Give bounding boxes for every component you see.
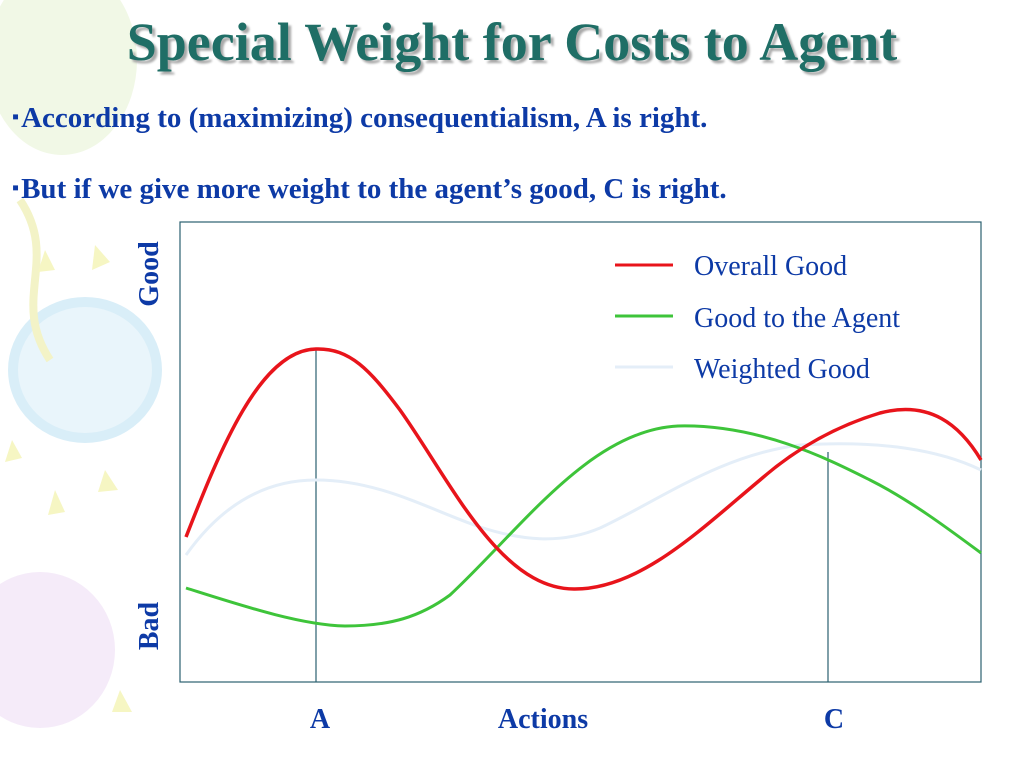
streamer-icon <box>16 197 54 363</box>
legend-label-weighted-good: Weighted Good <box>694 354 870 385</box>
good-to-agent-curve <box>185 424 982 628</box>
balloon-blue-icon <box>8 297 162 443</box>
y-top-label: Good <box>134 241 165 307</box>
bullet-1-text: According to (maximizing) consequentiali… <box>21 102 708 134</box>
balloon-green-icon <box>0 0 137 155</box>
bullet-1: ▪According to (maximizing) consequential… <box>12 100 707 139</box>
plot-frame <box>179 221 982 683</box>
marker-c-label: C <box>824 704 844 735</box>
legend-label-good-to-agent: Good to the Agent <box>694 303 900 334</box>
balloon-purple-icon <box>0 572 115 728</box>
square-bullet-icon: ▪ <box>12 177 20 199</box>
confetti-icon <box>112 690 132 712</box>
overall-good-curve <box>184 347 983 591</box>
confetti-icon <box>92 245 110 270</box>
x-axis-label: Actions <box>498 704 588 735</box>
slide-title: Special Weight for Costs to Agent <box>126 12 898 72</box>
confetti-icon <box>5 440 22 462</box>
y-bottom-label: Bad <box>134 601 165 650</box>
legend-label-overall-good: Overall Good <box>694 251 847 282</box>
confetti-icon <box>38 250 55 272</box>
weighted-good-curve <box>184 442 982 556</box>
confetti-icon <box>48 490 65 515</box>
confetti-icon <box>98 470 118 492</box>
square-bullet-icon: ▪ <box>12 106 20 128</box>
bullet-2-text: But if we give more weight to the agent’… <box>21 173 727 205</box>
bullet-2: ▪But if we give more weight to the agent… <box>12 171 727 210</box>
marker-a-label: A <box>310 704 331 735</box>
